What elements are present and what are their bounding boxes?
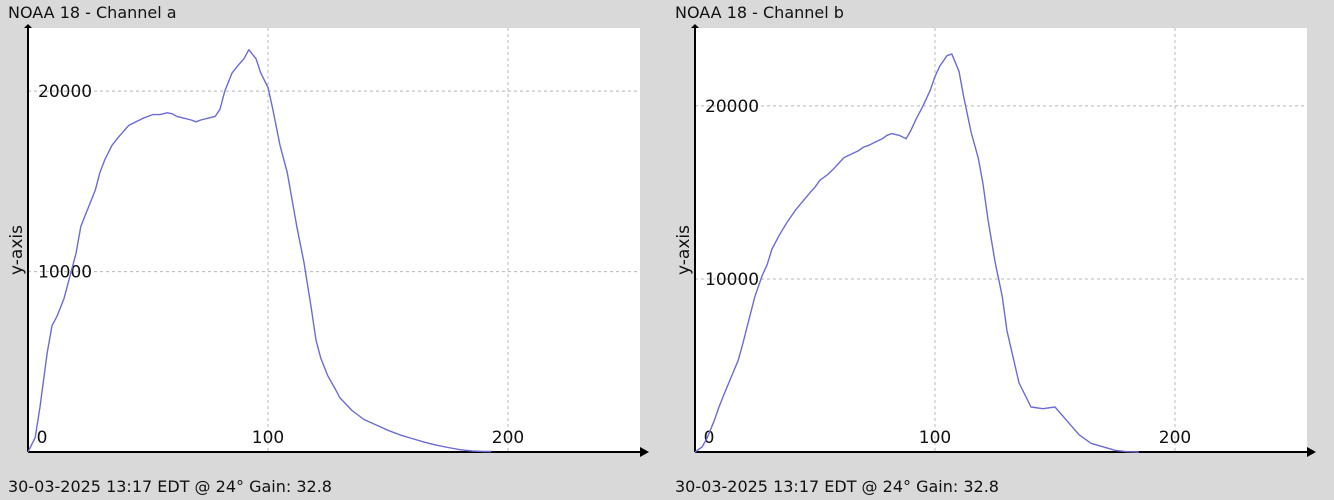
- y-axis-arrow-icon: [24, 24, 32, 28]
- plot-area: [28, 28, 640, 452]
- x-tick-label: 0: [37, 428, 48, 448]
- chart-title: NOAA 18 - Channel a: [8, 3, 177, 22]
- series-line: [694, 53, 1140, 453]
- y-tick-label: 20000: [38, 82, 92, 102]
- chart-title: NOAA 18 - Channel b: [675, 3, 844, 22]
- plot-area: [695, 28, 1307, 452]
- x-tick-label: 100: [252, 428, 284, 448]
- chart-panel-channel-b: NOAA 18 - Channel b 0 100 200 10000 20000 y-a…: [667, 0, 1327, 500]
- x-tick-label: 0: [704, 428, 715, 448]
- y-tick-label: 10000: [38, 263, 92, 283]
- chart-plot: 0 100 200 10000 20000 y-axis: [7, 24, 649, 457]
- chart-footer-timestamp: 30-03-2025 13:17 EDT @ 24° Gain: 32.8: [8, 477, 332, 496]
- y-tick-label: 20000: [705, 97, 759, 117]
- x-tick-label: 200: [492, 428, 524, 448]
- x-tick-label: 100: [919, 428, 951, 448]
- y-axis-title: y-axis: [674, 225, 694, 275]
- x-axis-arrow-icon: [1307, 447, 1316, 457]
- chart-panel-channel-a: NOAA 18 - Channel a 0 100 200 10000 20000 y-a…: [0, 0, 660, 500]
- y-axis-arrow-icon: [691, 24, 699, 28]
- chart-plot: 0 100 200 10000 20000 y-axis: [674, 24, 1316, 457]
- x-axis-arrow-icon: [640, 447, 649, 457]
- series-line: [27, 49, 492, 453]
- y-tick-label: 10000: [705, 270, 759, 290]
- x-tick-label: 200: [1159, 428, 1191, 448]
- y-axis-title: y-axis: [7, 225, 27, 275]
- chart-footer-timestamp: 30-03-2025 13:17 EDT @ 24° Gain: 32.8: [675, 477, 999, 496]
